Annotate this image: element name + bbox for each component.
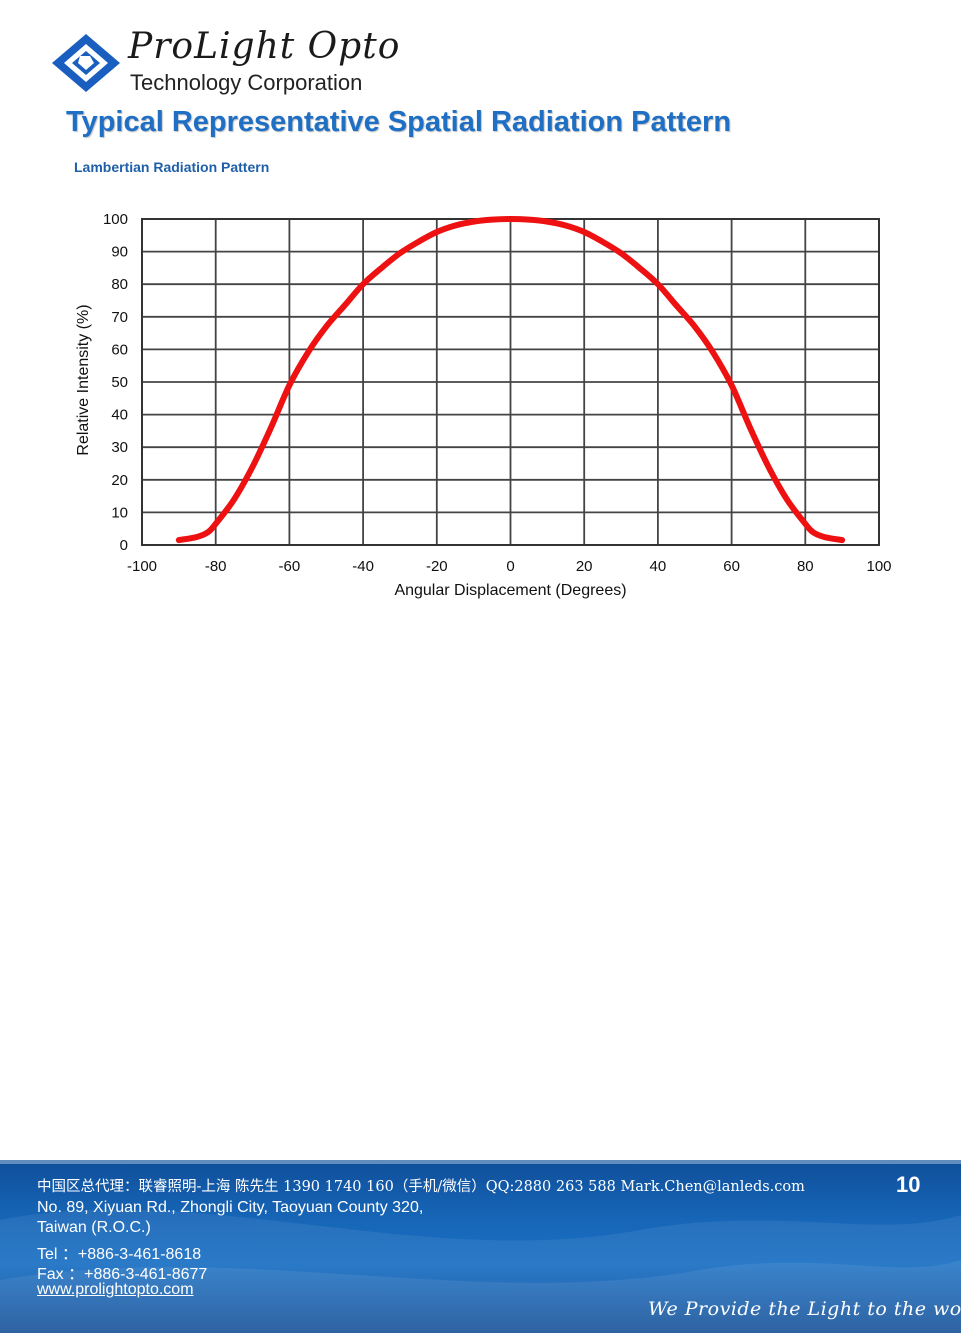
footer-address-line2: Taiwan (R.O.C.) (37, 1219, 151, 1236)
diamond-logo-icon (52, 34, 120, 92)
series-line-intensity (175, 216, 846, 544)
x-tick-label: 80 (797, 558, 814, 575)
y-tick-label: 70 (111, 309, 128, 326)
footer-address-line1: No. 89, Xiyuan Rd., Zhongli City, Taoyua… (37, 1199, 424, 1216)
brand-name: ProLight Opto (128, 26, 401, 67)
y-tick-label: 50 (111, 374, 128, 391)
footer-tel: Tel ：+886-3-461-8618 (37, 1246, 202, 1263)
x-tick-label: -80 (205, 558, 227, 575)
x-tick-label: -60 (279, 558, 301, 575)
radiation-pattern-chart: -100 -80 -60 -40 -20 0 20 40 60 80 100 0 10 20 30 40 50 6… (75, 211, 892, 599)
y-tick-label: 40 (111, 407, 128, 424)
x-tick-label: 40 (650, 558, 667, 575)
brand-subtitle: Technology Corporation (130, 70, 363, 95)
y-tick-label: 60 (111, 341, 128, 358)
chart-heading: Lambertian Radiation Pattern (74, 159, 270, 175)
y-tick-label: 30 (111, 439, 128, 456)
x-tick-label: 100 (866, 558, 891, 575)
footer-website-link[interactable]: www.prolightopto.com (37, 1281, 194, 1298)
y-tick-label: 20 (111, 472, 128, 489)
footer: 中国区总代理：联睿照明-上海 陈先生 1390 1740 160（手机/微信）Q… (0, 1160, 961, 1333)
footer-slogan: We Provide the Light to the world (648, 1298, 961, 1320)
footer-agent-contact: 中国区总代理：联睿照明-上海 陈先生 1390 1740 160（手机/微信）Q… (37, 1179, 805, 1195)
y-tick-label: 80 (111, 276, 128, 293)
page-title: Typical Representative Spatial Radiation… (66, 106, 732, 138)
footer-fax: Fax ：+886-3-461-8677 (37, 1266, 208, 1283)
y-tick-label: 10 (111, 504, 128, 521)
y-tick-label: 100 (103, 211, 128, 228)
x-tick-label: -40 (352, 558, 374, 575)
y-axis-label: Relative Intensity (%) (75, 304, 92, 455)
x-tick-label: 60 (723, 558, 740, 575)
x-axis-label: Angular Displacement (Degrees) (394, 582, 626, 599)
company-logo: ProLight Opto Technology Corporation (50, 26, 399, 98)
page-number: 10 (896, 1172, 921, 1197)
x-tick-label: 20 (576, 558, 593, 575)
y-tick-label: 90 (111, 244, 128, 261)
y-tick-label: 0 (120, 537, 128, 554)
x-tick-label: -100 (127, 558, 157, 575)
x-tick-label: -20 (426, 558, 448, 575)
footer-wave-decoration (0, 1160, 961, 1333)
x-tick-label: 0 (506, 558, 514, 575)
